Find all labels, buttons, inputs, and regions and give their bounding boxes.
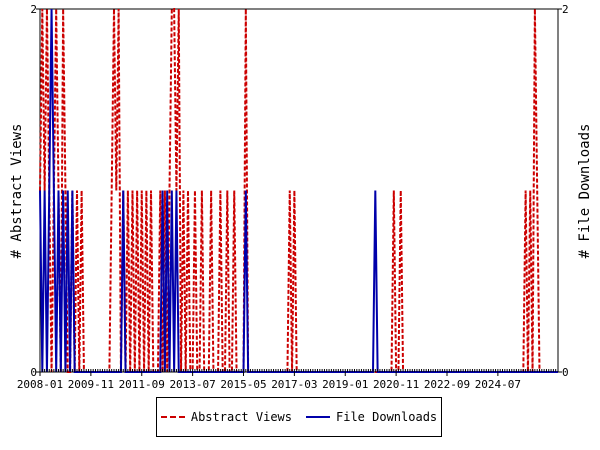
legend-entry-abstract-views: Abstract Views	[160, 410, 292, 424]
x-tick-label: 2011-09	[119, 378, 165, 391]
y-right-tick-label: 0	[562, 366, 569, 379]
y-left-tick-label: 2	[30, 3, 37, 16]
legend-swatch-file-downloads	[306, 416, 330, 418]
y-left-axis: 02	[30, 3, 40, 379]
x-tick-label: 2008-01	[17, 378, 63, 391]
x-tick-label: 2020-11	[373, 378, 419, 391]
x-tick-label: 2013-07	[169, 378, 215, 391]
y-left-tick-label: 0	[30, 366, 37, 379]
series-layer	[39, 8, 558, 373]
legend: Abstract Views File Downloads	[156, 397, 442, 437]
x-tick-label: 2019-01	[322, 378, 368, 391]
y-right-axis: 02	[558, 3, 569, 379]
x-tick-label: 2024-07	[475, 378, 521, 391]
x-tick-label: 2022-09	[424, 378, 470, 391]
y-right-tick-label: 2	[562, 3, 569, 16]
x-axis: 2008-01 2009-11 2011-09 2013-07 2015-05 2017-…	[17, 369, 559, 391]
x-tick-label: 2015-05	[220, 378, 266, 391]
legend-swatch-abstract-views	[160, 416, 185, 418]
legend-label-file-downloads: File Downloads	[336, 410, 438, 424]
y-right-axis-title: # File Downloads	[577, 124, 593, 259]
legend-entry-file-downloads: File Downloads	[306, 410, 437, 424]
series-line-abstract-views	[39, 8, 558, 373]
x-tick-label: 2009-11	[68, 378, 114, 391]
x-tick-label: 2017-03	[271, 378, 317, 391]
legend-label-abstract-views: Abstract Views	[190, 410, 292, 424]
y-left-axis-title: # Abstract Views	[9, 124, 25, 259]
